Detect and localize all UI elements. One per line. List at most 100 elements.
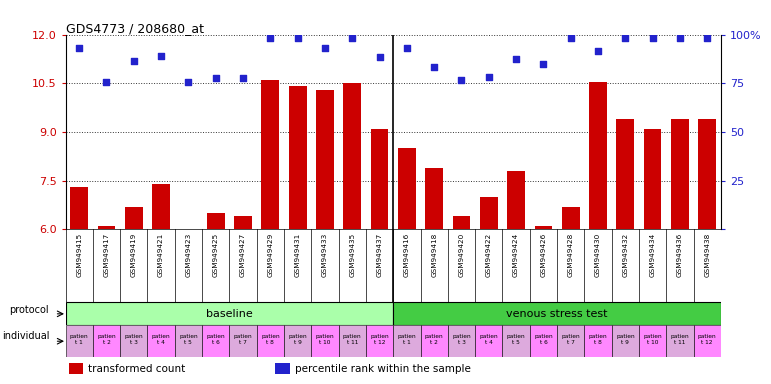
Bar bbox=[589, 82, 607, 229]
Text: patien
t 10: patien t 10 bbox=[315, 334, 335, 345]
Text: patien
t 1: patien t 1 bbox=[398, 334, 416, 345]
Point bbox=[646, 35, 658, 41]
Bar bbox=[257, 325, 284, 357]
Text: GSM949433: GSM949433 bbox=[322, 233, 328, 277]
Text: GSM949434: GSM949434 bbox=[650, 233, 655, 277]
Text: GSM949428: GSM949428 bbox=[567, 233, 574, 277]
Text: patien
t 8: patien t 8 bbox=[261, 334, 280, 345]
Bar bbox=[420, 325, 448, 357]
Text: patien
t 12: patien t 12 bbox=[370, 334, 389, 345]
Text: patien
t 5: patien t 5 bbox=[179, 334, 197, 345]
Point bbox=[155, 53, 167, 59]
Bar bbox=[530, 325, 557, 357]
Bar bbox=[207, 213, 224, 229]
Text: GSM949424: GSM949424 bbox=[513, 233, 519, 277]
Text: GSM949425: GSM949425 bbox=[213, 233, 219, 277]
Point bbox=[674, 35, 686, 41]
Point bbox=[592, 48, 604, 54]
Bar bbox=[534, 226, 552, 229]
Bar bbox=[69, 363, 83, 374]
Point bbox=[210, 75, 222, 81]
Text: GSM949437: GSM949437 bbox=[376, 233, 382, 277]
Bar bbox=[617, 119, 635, 229]
Text: venous stress test: venous stress test bbox=[507, 309, 608, 319]
Bar bbox=[699, 119, 716, 229]
Bar bbox=[261, 80, 279, 229]
Text: baseline: baseline bbox=[206, 309, 253, 319]
Bar bbox=[120, 325, 147, 357]
Point bbox=[701, 35, 713, 41]
Bar bbox=[93, 325, 120, 357]
Text: patien
t 11: patien t 11 bbox=[671, 334, 689, 345]
Text: patien
t 3: patien t 3 bbox=[452, 334, 471, 345]
Bar bbox=[343, 83, 361, 229]
Point bbox=[237, 75, 249, 81]
Text: transformed count: transformed count bbox=[89, 364, 186, 374]
Bar bbox=[311, 325, 338, 357]
Bar bbox=[66, 302, 393, 325]
Bar bbox=[426, 167, 443, 229]
Point bbox=[401, 45, 413, 51]
Text: patien
t 3: patien t 3 bbox=[124, 334, 143, 345]
Bar bbox=[480, 197, 497, 229]
Bar bbox=[316, 90, 334, 229]
Point bbox=[483, 74, 495, 80]
Bar bbox=[366, 325, 393, 357]
Bar bbox=[557, 325, 584, 357]
Bar bbox=[202, 325, 230, 357]
Bar bbox=[584, 325, 611, 357]
Bar bbox=[671, 119, 689, 229]
Bar bbox=[507, 171, 525, 229]
Text: GSM949432: GSM949432 bbox=[622, 233, 628, 277]
Text: GSM949427: GSM949427 bbox=[240, 233, 246, 277]
Text: GSM949415: GSM949415 bbox=[76, 233, 82, 277]
Text: individual: individual bbox=[2, 331, 49, 341]
Text: GSM949429: GSM949429 bbox=[268, 233, 274, 277]
Bar bbox=[230, 325, 257, 357]
Text: GSM949417: GSM949417 bbox=[103, 233, 109, 277]
Bar bbox=[398, 148, 416, 229]
Bar bbox=[234, 216, 252, 229]
Text: GDS4773 / 208680_at: GDS4773 / 208680_at bbox=[66, 22, 204, 35]
Text: patien
t 12: patien t 12 bbox=[698, 334, 716, 345]
Text: patien
t 9: patien t 9 bbox=[288, 334, 307, 345]
Text: GSM949431: GSM949431 bbox=[295, 233, 301, 277]
Text: patien
t 6: patien t 6 bbox=[534, 334, 553, 345]
Bar bbox=[562, 207, 580, 229]
Bar bbox=[147, 325, 175, 357]
Text: GSM949430: GSM949430 bbox=[595, 233, 601, 277]
Point bbox=[128, 58, 140, 64]
Text: GSM949418: GSM949418 bbox=[431, 233, 437, 277]
Point bbox=[373, 54, 386, 60]
Text: GSM949436: GSM949436 bbox=[677, 233, 683, 277]
Bar bbox=[98, 226, 116, 229]
Bar bbox=[125, 207, 143, 229]
Text: GSM949419: GSM949419 bbox=[131, 233, 136, 277]
Bar bbox=[611, 325, 639, 357]
Point bbox=[73, 45, 86, 51]
Text: patien
t 10: patien t 10 bbox=[643, 334, 662, 345]
Text: patien
t 11: patien t 11 bbox=[343, 334, 362, 345]
Bar bbox=[175, 325, 202, 357]
Point bbox=[537, 61, 550, 67]
Bar bbox=[666, 325, 694, 357]
Text: patien
t 2: patien t 2 bbox=[425, 334, 443, 345]
Text: GSM949438: GSM949438 bbox=[704, 233, 710, 277]
Point bbox=[264, 35, 277, 41]
Bar bbox=[393, 325, 420, 357]
Bar bbox=[275, 363, 290, 374]
Bar bbox=[289, 86, 307, 229]
Bar bbox=[644, 129, 662, 229]
Bar bbox=[338, 325, 366, 357]
Text: patien
t 8: patien t 8 bbox=[589, 334, 608, 345]
Text: protocol: protocol bbox=[9, 305, 49, 315]
Text: GSM949435: GSM949435 bbox=[349, 233, 355, 277]
Point bbox=[619, 35, 631, 41]
Text: patien
t 5: patien t 5 bbox=[507, 334, 525, 345]
Text: patien
t 7: patien t 7 bbox=[561, 334, 580, 345]
Bar bbox=[639, 325, 666, 357]
Bar bbox=[284, 325, 311, 357]
Text: GSM949426: GSM949426 bbox=[540, 233, 547, 277]
Point bbox=[291, 35, 304, 41]
Point bbox=[456, 77, 468, 83]
